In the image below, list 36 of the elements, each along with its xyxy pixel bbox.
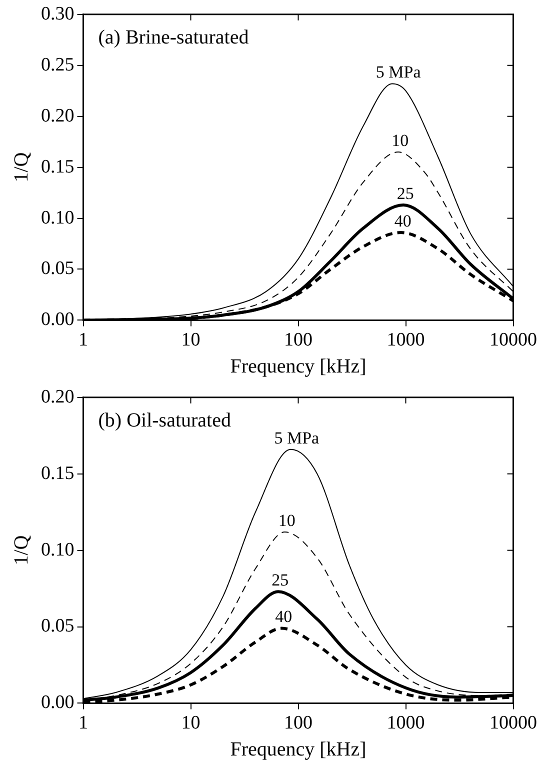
x-axis-title: Frequency [kHz] (230, 355, 366, 378)
series-label: 5 MPa (376, 62, 422, 82)
y-tick-label: 0.00 (41, 309, 74, 330)
series-label: 25 (396, 184, 414, 203)
x-tick-label: 1 (78, 712, 88, 734)
y-tick-label: 0.05 (41, 258, 74, 280)
y-tick-label: 0.25 (41, 54, 74, 76)
series-label: 10 (392, 130, 409, 150)
y-tick-label: 0.10 (41, 207, 74, 228)
series-label: 40 (394, 212, 412, 231)
x-tick-label: 10 (181, 712, 200, 734)
y-tick-label: 0.15 (41, 156, 74, 178)
x-tick-label: 100 (284, 330, 312, 351)
y-axis-title: 1/Q (10, 152, 32, 182)
series-label: 40 (275, 607, 292, 626)
series-label: 10 (278, 510, 296, 530)
y-tick-label: 0.20 (41, 105, 74, 126)
y-tick-label: 0.10 (41, 539, 74, 560)
x-tick-label: 1000 (386, 712, 425, 734)
y-axis-title: 1/Q (10, 534, 32, 566)
x-axis-title: Frequency [kHz] (230, 738, 366, 760)
x-tick-label: 1 (78, 330, 88, 351)
series-label: 25 (272, 570, 289, 590)
y-tick-label: 0.30 (41, 3, 74, 24)
x-tick-label: 10000 (490, 712, 537, 734)
series-label: 5 MPa (274, 428, 320, 448)
x-tick-label: 10 (181, 330, 200, 351)
y-tick-label: 0.05 (41, 616, 74, 637)
x-tick-label: 100 (284, 712, 312, 734)
x-tick-label: 10000 (490, 330, 537, 351)
x-tick-label: 1000 (386, 330, 425, 351)
y-tick-label: 0.20 (41, 386, 74, 408)
text: (b) Oil-saturated (98, 410, 231, 432)
y-tick-label: 0.00 (41, 692, 74, 714)
text: (a) Brine-saturated (98, 26, 249, 49)
y-tick-label: 0.15 (41, 462, 74, 484)
